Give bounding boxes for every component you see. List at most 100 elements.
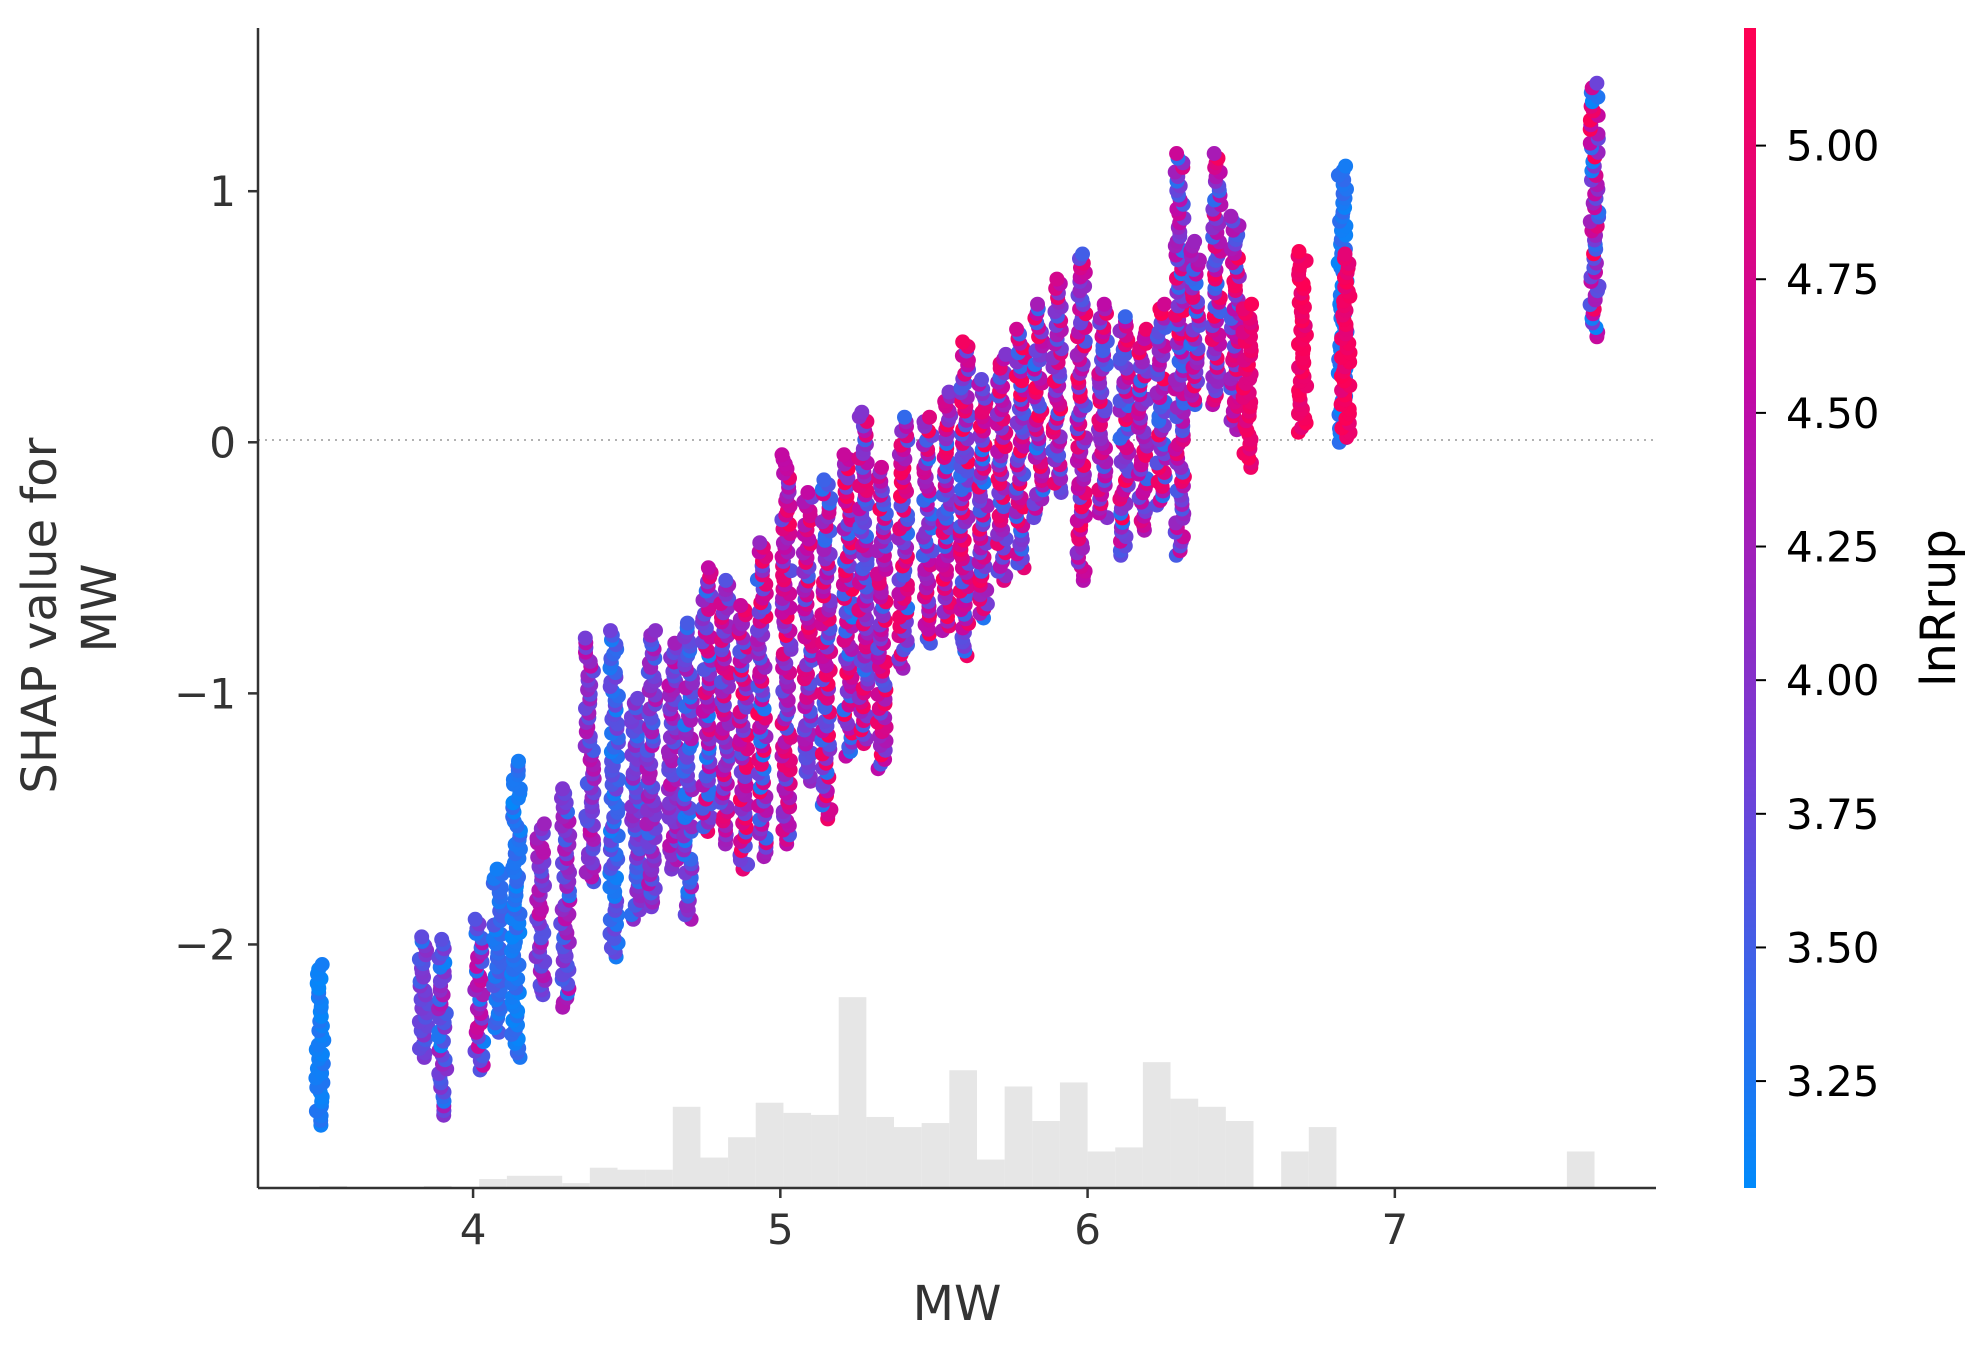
- histogram-bar-20: [976, 1159, 1005, 1188]
- scatter-point: [648, 623, 663, 639]
- scatter-point: [1206, 146, 1222, 161]
- x-axis-title: MW: [913, 1276, 1002, 1332]
- colorbar-tick-label: 4.25: [1786, 523, 1880, 572]
- histogram-bar-8: [645, 1169, 673, 1188]
- scatter-point: [955, 334, 971, 350]
- y-axis-title-line-2: MW: [72, 564, 128, 653]
- y-tick-label: −2: [174, 920, 236, 969]
- scatter-point: [1337, 246, 1353, 262]
- scatter-point: [1138, 321, 1154, 337]
- histogram-bar-12: [755, 1102, 784, 1188]
- histogram-bar-3: [506, 1175, 535, 1188]
- y-tick-label: 0: [209, 418, 236, 467]
- scatter-point: [774, 447, 790, 463]
- histogram-bar-16: [866, 1116, 895, 1188]
- scatter-point: [897, 409, 912, 425]
- histogram-bar-13: [783, 1112, 812, 1188]
- scatter-point: [874, 459, 889, 475]
- histogram-bar-24: [1087, 1151, 1116, 1188]
- colorbar-tick-label: 5.00: [1786, 122, 1880, 171]
- histogram-bar-26: [1142, 1062, 1171, 1188]
- colorbar-title: lnRrup: [1911, 529, 1967, 687]
- histogram-bar-22: [1032, 1121, 1060, 1188]
- histogram-bar-5: [562, 1183, 590, 1188]
- histogram-bar-17: [894, 1127, 922, 1188]
- histogram-bar-7: [617, 1169, 646, 1188]
- histogram-bar-32: [1566, 1151, 1595, 1188]
- histogram-bar-27: [1170, 1098, 1199, 1188]
- scatter-point: [314, 957, 330, 972]
- scatter-point: [630, 690, 645, 706]
- histogram-bar-25: [1115, 1147, 1143, 1188]
- scatter-point: [974, 372, 989, 387]
- x-tick-label: 7: [1381, 1205, 1408, 1254]
- colorbar: [1744, 28, 1756, 1188]
- scatter-point: [922, 409, 937, 425]
- x-tick-label: 6: [1074, 1205, 1101, 1254]
- scatter-point: [854, 404, 870, 420]
- histogram-bar-9: [672, 1106, 701, 1188]
- scatter-point: [700, 560, 716, 576]
- histogram-bar-6: [589, 1167, 618, 1188]
- histogram-bar-18: [921, 1123, 950, 1188]
- histogram-bar-19: [949, 1070, 977, 1188]
- scatter-point: [816, 472, 832, 488]
- histogram-bar-23: [1059, 1082, 1088, 1188]
- scatter-point: [1338, 158, 1354, 174]
- scatter-point: [555, 781, 571, 797]
- scatter-point: [414, 929, 430, 945]
- x-axis-ticks: 4 5 6 7: [460, 1188, 1408, 1254]
- histogram-bar-29: [1225, 1121, 1254, 1188]
- y-axis-title-line-1: SHAP value for: [12, 437, 68, 793]
- scatter-point: [1075, 246, 1090, 262]
- scatter-point: [489, 861, 505, 877]
- scatter-point: [1291, 244, 1307, 259]
- colorbar-ticks: 3.25 3.50 3.75 4.00 4.25 4.50 4.75 5.00: [1756, 122, 1880, 1106]
- y-tick-label: 1: [209, 167, 236, 216]
- scatter-point: [718, 572, 734, 588]
- scatter-point: [434, 931, 450, 947]
- histogram-bar-11: [728, 1137, 756, 1188]
- scatter-point: [941, 384, 957, 400]
- scatter-point: [603, 623, 618, 639]
- scatter-point: [1009, 321, 1025, 337]
- scatter-point: [1589, 75, 1605, 91]
- histogram-bar-4: [534, 1175, 563, 1188]
- histogram-bar-15: [838, 997, 867, 1188]
- colorbar-tick-label: 3.75: [1786, 790, 1880, 839]
- histogram-bar-14: [811, 1114, 839, 1188]
- scatter-point: [536, 816, 552, 832]
- scatter-point: [1096, 296, 1112, 312]
- histogram-bar-31: [1308, 1127, 1337, 1188]
- scatter-point: [733, 598, 749, 613]
- scatter-point: [1244, 296, 1260, 312]
- scatter-point: [1187, 233, 1203, 249]
- colorbar-tick-label: 4.50: [1786, 389, 1880, 438]
- histogram-bar-10: [700, 1157, 729, 1188]
- histogram-bar-30: [1281, 1151, 1309, 1188]
- scatter-point: [1030, 296, 1045, 312]
- colorbar-tick-label: 4.75: [1786, 255, 1880, 304]
- scatter-point: [577, 630, 593, 646]
- x-tick-label: 5: [767, 1205, 794, 1254]
- scatter-point: [998, 346, 1014, 362]
- y-tick-label: −1: [174, 669, 236, 718]
- colorbar-tick-label: 3.25: [1786, 1057, 1880, 1106]
- histogram: [319, 997, 1595, 1188]
- scatter-point: [467, 911, 483, 927]
- x-tick-label: 4: [460, 1205, 487, 1254]
- scatter-point: [752, 535, 768, 551]
- histogram-bar-2: [479, 1179, 507, 1188]
- y-axis-ticks: 1 0 −1 −2: [174, 167, 258, 969]
- scatter-point: [1049, 271, 1065, 287]
- scatter-point: [800, 485, 816, 500]
- scatter-point: [1169, 146, 1185, 161]
- scatter-point: [1223, 208, 1239, 224]
- scatter-point: [836, 447, 852, 463]
- histogram-bar-21: [1004, 1086, 1033, 1188]
- histogram-bar-28: [1198, 1106, 1226, 1188]
- y-axis-title: SHAP value for MW: [12, 422, 128, 793]
- scatter-point: [679, 615, 695, 631]
- colorbar-tick-label: 4.00: [1786, 656, 1880, 705]
